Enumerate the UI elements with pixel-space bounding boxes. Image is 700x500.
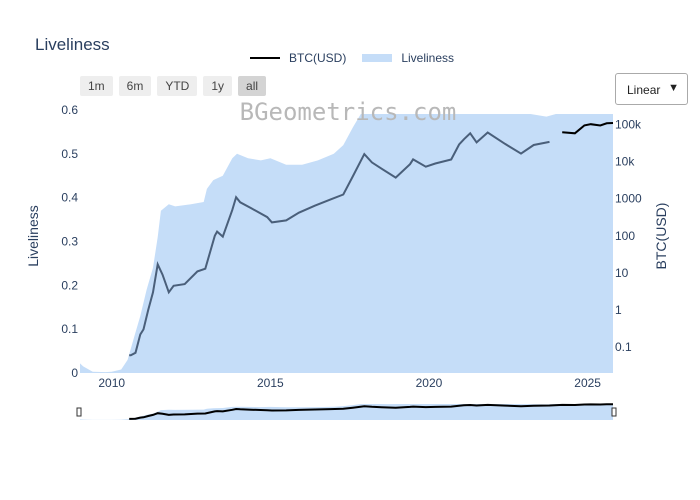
range-slider-area — [80, 404, 613, 420]
legend[interactable]: BTC(USD) Liveliness — [250, 51, 454, 65]
liveliness-area-layer — [80, 114, 613, 373]
range-slider-bg — [80, 404, 613, 420]
chevron-down-icon: ▼ — [668, 82, 679, 94]
axis-layer: 0 0.1 0.2 0.3 0.4 0.5 0.6 0.1 1 10 100 1000 10k 100k 2… — [61, 103, 642, 390]
x-tick-label: 2025 — [574, 376, 601, 390]
range-slider — [76, 403, 617, 420]
x-tick-label: 2015 — [257, 376, 284, 390]
y2-tick-label: 100 — [615, 229, 635, 243]
range-selector: 1m 6m YTD 1y all — [80, 76, 267, 96]
watermark: BGeometrics.com — [240, 98, 457, 126]
y2-tick-label: 0.1 — [615, 340, 632, 354]
y-tick-label: 0.1 — [61, 322, 78, 336]
scale-select[interactable]: Linear ▼ — [615, 73, 688, 105]
x-tick-label: 2020 — [416, 376, 443, 390]
range-slider-line — [129, 403, 613, 420]
y2-tick-label: 10 — [615, 266, 629, 280]
y-tick-label: 0.5 — [61, 147, 78, 161]
y2-tick-label: 10k — [615, 155, 635, 169]
y2-tick-label: 100k — [615, 118, 642, 132]
range-slider-handle-right[interactable] — [611, 407, 617, 417]
y-tick-label: 0.4 — [61, 191, 78, 205]
btc-line-layer — [129, 122, 614, 357]
y-tick-label: 0 — [71, 366, 78, 380]
y-tick-label: 0.6 — [61, 103, 78, 117]
range-button-6m[interactable]: 6m — [118, 76, 152, 96]
chart-title: Liveliness — [35, 35, 110, 54]
y2-tick-label: 1000 — [615, 192, 642, 206]
legend-btc-swatch — [250, 57, 280, 59]
legend-btc-label[interactable]: BTC(USD) — [289, 51, 347, 65]
legend-liveliness-label[interactable]: Liveliness — [401, 51, 455, 65]
y-tick-label: 0.2 — [61, 278, 78, 292]
range-slider-handle-left[interactable] — [76, 407, 82, 417]
btc-price-line — [129, 131, 550, 357]
range-button-ytd[interactable]: YTD — [157, 76, 198, 96]
y-axis-title: Liveliness — [25, 205, 41, 266]
y-tick-label: 0.3 — [61, 235, 78, 249]
liveliness-area — [80, 114, 613, 373]
range-button-all[interactable]: all — [238, 76, 267, 96]
btc-price-line-recent — [562, 122, 614, 135]
range-button-1y[interactable]: 1y — [203, 76, 233, 96]
y2-tick-label: 1 — [615, 303, 622, 317]
legend-liveliness-swatch — [362, 54, 393, 62]
scale-select-value: Linear — [627, 83, 661, 97]
x-tick-label: 2010 — [98, 376, 125, 390]
y2-axis-title: BTC(USD) — [653, 203, 669, 270]
range-button-1m[interactable]: 1m — [80, 76, 113, 96]
